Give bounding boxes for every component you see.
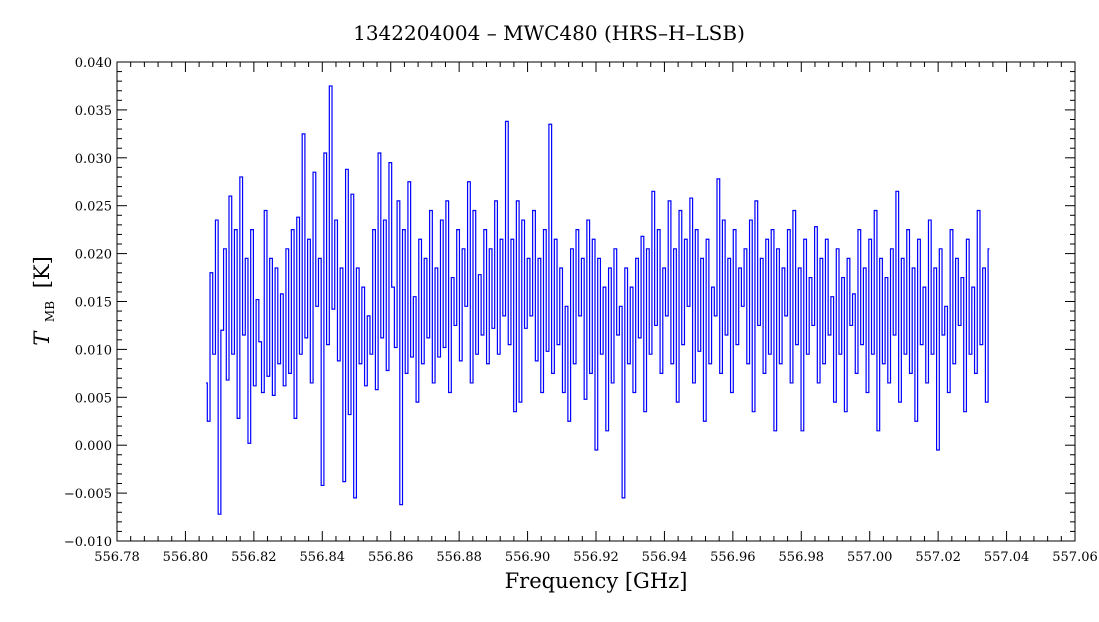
y-tick-label: 0.010 <box>75 343 112 358</box>
x-tick-label: 556.78 <box>94 550 140 565</box>
y-tick-label: 0.035 <box>75 104 112 119</box>
x-tick-label: 557.06 <box>1052 550 1098 565</box>
y-tick-label: 0.000 <box>75 439 112 454</box>
y-tick-label: 0.005 <box>75 391 112 406</box>
chart-title: 1342204004 – MWC480 (HRS–H–LSB) <box>353 21 745 45</box>
y-tick-label: 0.040 <box>75 56 112 71</box>
y-tick-label: −0.005 <box>64 487 112 502</box>
x-axis-title: Frequency [GHz] <box>505 569 688 593</box>
x-axis-tick-labels: 556.78 556.80 556.82 556.84 556.86 556.88 556.… <box>94 550 1098 565</box>
x-tick-label: 557.04 <box>984 550 1030 565</box>
y-axis-title: T MB [K] <box>30 256 59 346</box>
y-tick-label: 0.025 <box>75 200 112 215</box>
x-tick-label: 556.80 <box>163 550 209 565</box>
x-tick-label: 556.94 <box>642 550 688 565</box>
x-tick-label: 556.96 <box>710 550 756 565</box>
x-tick-label: 557.00 <box>847 550 893 565</box>
y-axis-tick-labels: −0.010 −0.005 0.000 0.005 0.010 0.015 0.020 0.0… <box>64 56 112 550</box>
x-tick-label: 556.90 <box>505 550 551 565</box>
y-axis-title-subscript: MB <box>43 301 57 322</box>
y-axis-title-main: T <box>30 330 54 346</box>
y-axis-ticks <box>117 61 1075 542</box>
x-tick-label: 556.84 <box>300 550 346 565</box>
x-tick-label: 556.88 <box>436 550 482 565</box>
x-axis-ticks <box>116 62 1076 541</box>
x-tick-label: 556.92 <box>573 550 619 565</box>
x-tick-label: 556.98 <box>779 550 825 565</box>
y-tick-label: 0.020 <box>75 248 112 263</box>
x-tick-label: 556.82 <box>231 550 277 565</box>
x-tick-label: 557.02 <box>915 550 961 565</box>
y-axis-title-unit: [K] <box>30 256 54 288</box>
y-tick-label: 0.030 <box>75 152 112 167</box>
y-tick-label: −0.010 <box>64 535 112 550</box>
series-line-spectrum <box>205 85 990 515</box>
x-tick-label: 556.86 <box>368 550 414 565</box>
y-tick-label: 0.015 <box>75 296 112 311</box>
